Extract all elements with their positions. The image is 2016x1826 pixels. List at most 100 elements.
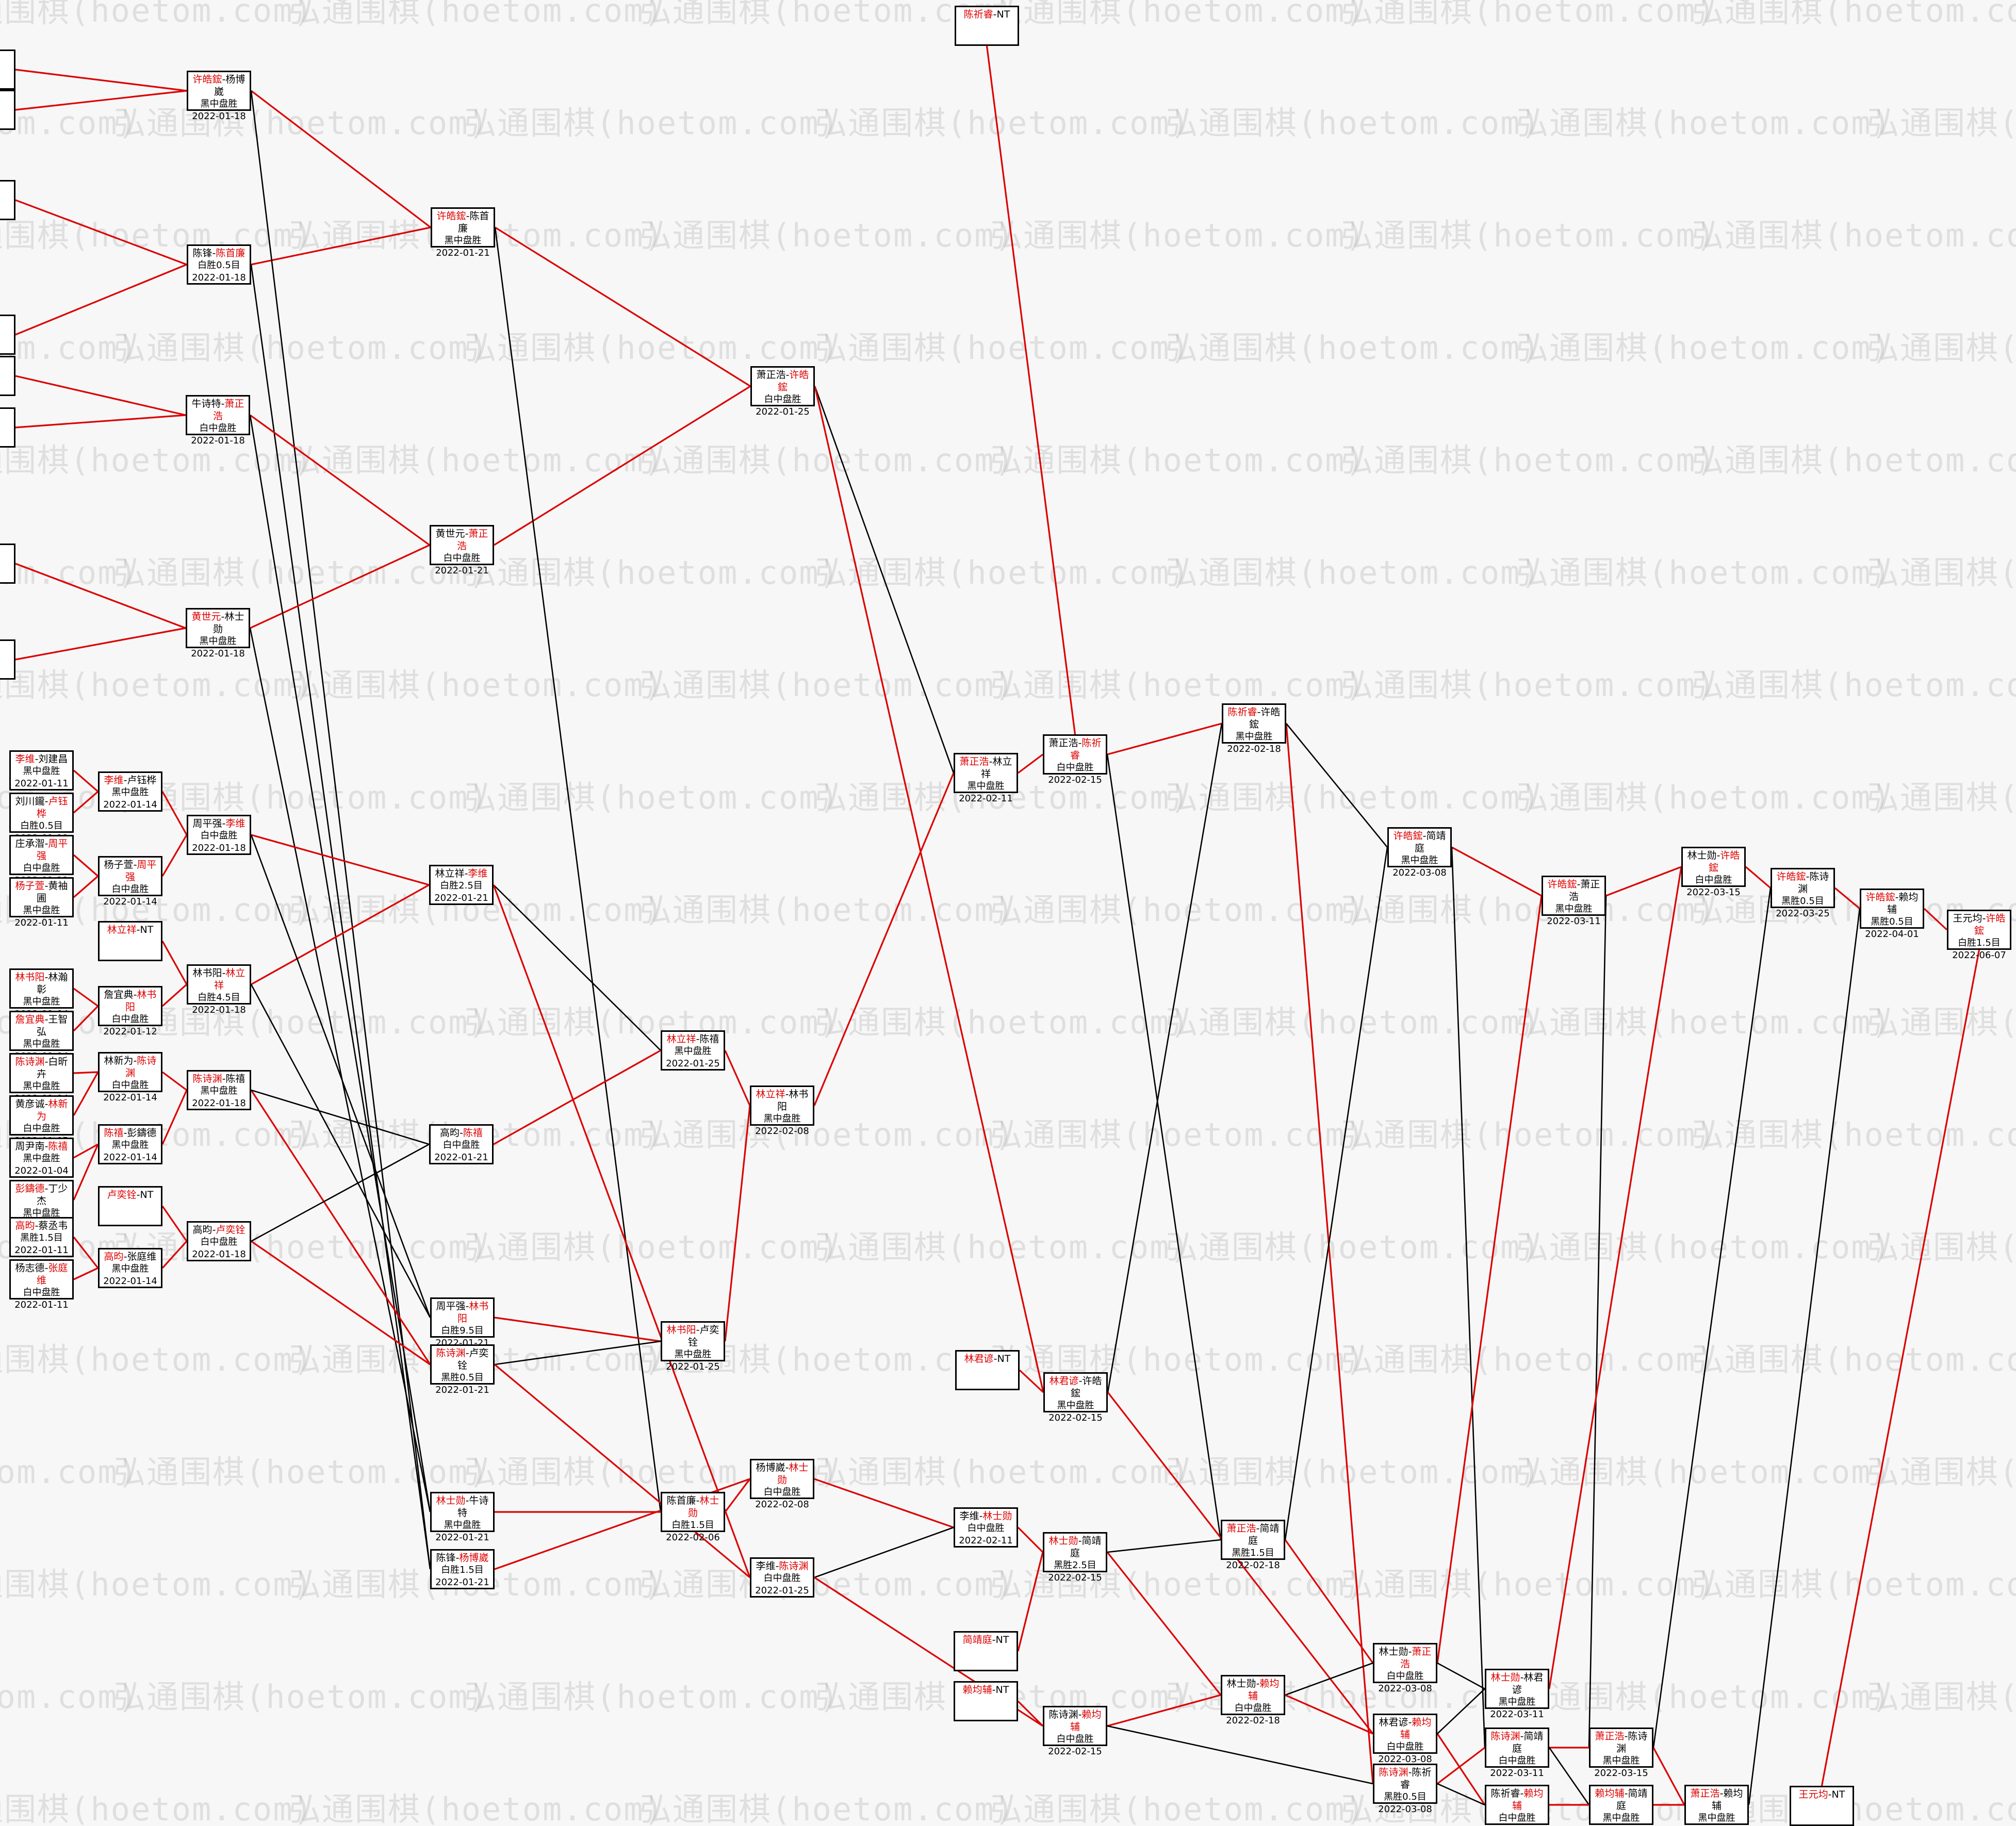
match-box-B2[interactable]: 黄世元-萧正浩 白中盘胜 2022-01-21 — [430, 525, 494, 576]
match-box-partial-st7[interactable] — [0, 544, 15, 584]
match-box-r6[interactable]: 詹宜典-王智弘黑中盘胜2022-01-04 — [9, 1011, 74, 1062]
match-box-r9[interactable]: 周尹南-陈禧 黑中盘胜 2022-01-04 — [9, 1138, 74, 1178]
player-name-winner: 陈诗渊 — [779, 1560, 809, 1572]
match-box-A2[interactable]: 陈锋-陈首廉 白胜0.5目 2022-01-18 — [187, 244, 251, 285]
match-box-F2[interactable]: 林君谚-赖均辅 白中盘胜 2022-03-08 — [1373, 1714, 1437, 1765]
match-box-B1[interactable]: 许皓鋐-陈首廉 黑中盘胜 2022-01-21 — [431, 207, 495, 258]
match-box-s5[interactable]: 林新为-陈诗渊 白中盘胜 2022-01-14 — [98, 1052, 162, 1103]
match-box-C2[interactable]: 萧正浩-林立祥 黑中盘胜 2022-02-11 — [954, 753, 1018, 804]
match-box-D2[interactable]: 许皓鋐-萧正浩 黑中盘胜 2022-03-11 — [1542, 876, 1606, 927]
match-box-r12[interactable]: 杨志德-张庭维 白中盘胜 2022-01-11 — [9, 1259, 74, 1310]
match-box-E13[interactable]: 陈诗渊-赖均辅 白中盘胜 2022-02-15 — [1043, 1706, 1107, 1757]
match-box-partial-st8[interactable] — [0, 639, 15, 680]
match-box-F9[interactable]: 萧正浩-赖均辅黑中盘胜2022-03-25 — [1684, 1785, 1749, 1826]
match-box-E12[interactable]: 赖均辅-NT — [954, 1681, 1018, 1721]
match-box-E10[interactable]: 林君谚-许皓鋐 黑中盘胜 2022-02-15 — [1043, 1372, 1108, 1423]
winner-path-line — [1745, 866, 1772, 889]
match-box-u2[interactable]: 高昀-陈禧 白中盘胜 2022-01-21 — [429, 1124, 494, 1164]
match-box-E15[interactable]: 林士勋-赖均辅 白中盘胜 2022-02-18 — [1221, 1675, 1285, 1726]
match-box-E7[interactable]: 李维-林士勋 白中盘胜 2022-02-11 — [954, 1507, 1018, 1548]
match-box-u3[interactable]: 周平强-林书阳 白胜9.5目 2022-01-21 — [430, 1297, 495, 1348]
match-box-u5[interactable]: 林士勋-牛诗特 黑中盘胜 2022-01-21 — [430, 1492, 495, 1543]
match-box-A4[interactable]: 黄世元-林士勋 黑中盘胜 2022-01-18 — [186, 608, 250, 659]
match-box-s8[interactable]: 高昀-张庭维 黑中盘胜 2022-01-14 — [98, 1248, 162, 1288]
match-box-F7[interactable]: 萧正浩-陈诗渊 黑中盘胜 2022-03-15 — [1589, 1728, 1653, 1779]
match-box-r11[interactable]: 高昀-蔡丞韦 黑胜1.5目 2022-01-11 — [9, 1217, 74, 1257]
match-box-t1[interactable]: 周平强-李维 白中盘胜 2022-01-18 — [187, 815, 251, 855]
player-name: 林瀚彰 — [36, 972, 68, 995]
player-name: 陈诗渊 — [1048, 1709, 1078, 1720]
match-box-E3[interactable]: 陈首廉-林士勋 白胜1.5目 2022-02-06 — [661, 1492, 725, 1543]
player-name-winner: 林士勋 — [436, 1495, 466, 1506]
match-box-partial-st1[interactable] — [0, 50, 15, 90]
match-box-r5[interactable]: 林书阳-林瀚彰黑中盘胜2022-01-04 — [9, 968, 74, 1019]
match-box-E11[interactable]: 简靖庭-NT — [954, 1631, 1018, 1671]
match-box-partial-st4[interactable] — [0, 315, 15, 355]
player-name: 陈祈睿 — [1400, 1767, 1432, 1790]
match-box-t2[interactable]: 林书阳-林立祥 白胜4.5目 2022-01-18 — [187, 964, 251, 1015]
match-result: 白胜1.5目 — [1958, 937, 2001, 948]
winner-path-line — [73, 791, 99, 814]
match-box-u4[interactable]: 陈诗渊-卢奕铨 黑胜0.5目 2022-01-21 — [430, 1344, 495, 1395]
match-box-F10[interactable]: 王元均-NT — [1790, 1786, 1854, 1826]
match-box-s7[interactable]: 卢奕铨-NT — [98, 1186, 162, 1226]
match-box-s1[interactable]: 李维-卢钰桦 黑中盘胜 2022-01-14 — [98, 771, 162, 812]
player-name: 林书阳 — [777, 1089, 809, 1112]
match-box-E4[interactable]: 林立祥-林书阳 黑中盘胜 2022-02-08 — [750, 1085, 814, 1137]
match-box-D4[interactable]: 许皓鋐-陈诗渊 黑胜0.5目 2022-03-25 — [1771, 868, 1835, 919]
match-box-r8[interactable]: 黄彦诚-林新为白中盘胜2022-01-05 — [9, 1095, 74, 1146]
match-box-r1[interactable]: 李维-刘建昌 黑中盘胜 2022-01-11 — [9, 750, 74, 791]
match-box-C3[interactable]: 萧正浩-陈祈睿 白中盘胜 2022-02-15 — [1043, 734, 1107, 785]
player-name-winner: 高昀 — [15, 1220, 35, 1231]
match-box-D1[interactable]: 许皓鋐-简靖庭 黑中盘胜 2022-03-08 — [1387, 827, 1452, 878]
match-box-r4[interactable]: 杨子萱-黄袖圃 黑中盘胜 2022-01-11 — [9, 877, 74, 928]
player-name-winner: 詹宜典 — [15, 1014, 45, 1025]
match-box-s6[interactable]: 陈禧-彭鑄德 黑中盘胜 2022-01-14 — [98, 1124, 162, 1164]
match-box-E2[interactable]: 林书阳-卢奕铨 黑中盘胜 2022-01-25 — [661, 1321, 725, 1372]
match-box-r7[interactable]: 陈诗渊-白昕卉黑中盘胜2022-01-04 — [9, 1053, 74, 1104]
match-box-partial-st6[interactable] — [0, 407, 15, 448]
winner-path-line — [73, 988, 99, 1007]
match-box-u1[interactable]: 林立祥-李维 白胜2.5目 2022-01-21 — [429, 865, 494, 905]
match-box-partial-st3[interactable] — [0, 180, 15, 220]
winner-path-line — [1284, 1539, 1374, 1664]
match-box-E1[interactable]: 林立祥-陈禧 黑中盘胜 2022-01-25 — [661, 1030, 725, 1071]
match-box-F5[interactable]: 陈诗渊-简靖庭 白中盘胜 2022-03-11 — [1485, 1728, 1549, 1779]
match-box-D5[interactable]: 许皓鋐-赖均辅 黑胜0.5目 2022-04-01 — [1860, 889, 1924, 940]
match-box-F4[interactable]: 林士勋-林君谚 黑中盘胜 2022-03-11 — [1485, 1669, 1549, 1720]
match-box-t3[interactable]: 陈诗渊-陈禧 黑中盘胜 2022-01-18 — [187, 1070, 251, 1110]
match-result: 黑胜0.5目 — [1781, 896, 1824, 907]
match-box-r10[interactable]: 彭鑄德-丁少杰黑中盘胜2022-01-11 — [9, 1180, 74, 1231]
match-box-A3[interactable]: 牛诗特-萧正浩 白中盘胜 2022-01-18 — [186, 395, 250, 446]
match-box-partial-st5[interactable] — [0, 356, 15, 396]
match-box-D6[interactable]: 王元均-许皓鋐 白胜1.5目 2022-06-07 — [1947, 910, 2011, 961]
match-box-F1[interactable]: 林士勋-萧正浩 白中盘胜 2022-03-08 — [1373, 1643, 1437, 1694]
match-box-D3[interactable]: 林士勋-许皓鋐 白中盘胜 2022-03-15 — [1681, 847, 1746, 898]
match-result: 黑中盘胜 — [23, 1153, 60, 1164]
match-box-E9[interactable]: 林君谚-NT — [955, 1350, 1020, 1390]
match-box-t4[interactable]: 高昀-卢奕铨 白中盘胜 2022-01-18 — [187, 1221, 251, 1261]
match-box-C1[interactable]: 萧正浩-许皓鋐 白中盘胜 2022-01-25 — [750, 366, 815, 417]
match-box-partial-st2[interactable] — [0, 90, 15, 130]
match-box-E8[interactable]: 林士勋-简靖庭 黑胜2.5目 2022-02-15 — [1043, 1532, 1107, 1583]
match-box-E14[interactable]: 萧正浩-简靖庭 黑胜1.5目 2022-02-18 — [1221, 1520, 1285, 1571]
player-name: 林立祥 — [435, 868, 465, 879]
match-box-E6[interactable]: 李维-陈诗渊 白中盘胜 2022-01-25 — [750, 1557, 814, 1598]
match-box-C4[interactable]: 陈祈睿-许皓鋐 黑中盘胜 2022-02-18 — [1222, 703, 1286, 754]
match-box-F3[interactable]: 陈诗渊-陈祈睿 黑胜0.5目 2022-03-08 — [1373, 1764, 1437, 1815]
match-box-s2[interactable]: 杨子萱-周平强 白中盘胜 2022-01-14 — [98, 856, 162, 907]
loser-path-line — [1106, 754, 1222, 1540]
match-box-u6[interactable]: 陈锋-杨博崴 白胜1.5目 2022-01-21 — [430, 1549, 495, 1589]
match-box-s3[interactable]: 林立祥-NT — [98, 921, 162, 961]
match-box-TOP[interactable]: 陈祈睿-NT — [955, 6, 1019, 46]
player-name: 林士勋 — [212, 611, 244, 635]
match-box-s4[interactable]: 詹宜典-林书阳 白中盘胜 2022-01-12 — [98, 986, 162, 1037]
winner-path-line — [1019, 1369, 1044, 1393]
winner-path-line — [494, 1317, 661, 1342]
match-box-A1[interactable]: 许皓鋐-杨博崴 黑中盘胜 2022-01-18 — [187, 71, 251, 122]
match-box-E5[interactable]: 杨博崴-林士勋 白中盘胜 2022-02-08 — [750, 1459, 814, 1510]
